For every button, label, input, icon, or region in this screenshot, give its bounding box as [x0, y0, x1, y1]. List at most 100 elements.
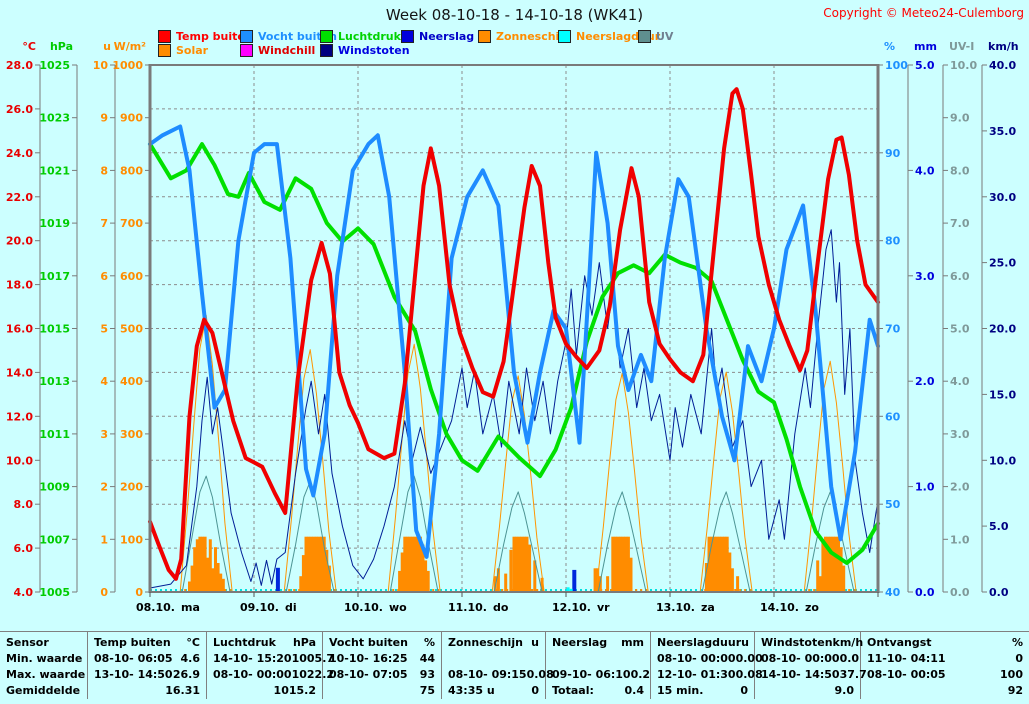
- stats-value: 9.0: [834, 684, 855, 697]
- svg-text:35.0: 35.0: [989, 125, 1016, 138]
- sensor-unit: %: [1011, 636, 1023, 649]
- stats-value-row: 75: [323, 683, 441, 699]
- stats-value: 37.7: [839, 668, 867, 681]
- stats-value: 92: [1007, 684, 1023, 697]
- bars-zonneschijn: [188, 536, 846, 592]
- svg-text:8: 8: [100, 164, 108, 177]
- svg-text:100: 100: [885, 59, 908, 72]
- stats-timestamp: 13-10- 14:50: [94, 668, 173, 681]
- stats-value-row: 14-10- 14:50 37.7: [755, 667, 867, 683]
- x-axis-day-label: 12.10. vr: [552, 601, 610, 614]
- axis-unit-label: mm: [914, 40, 937, 53]
- legend-label: UV: [656, 30, 674, 43]
- stats-row-label: Max. waarde: [6, 668, 86, 681]
- svg-text:20.0: 20.0: [6, 235, 33, 248]
- svg-text:8.0: 8.0: [14, 498, 34, 511]
- series-uv: [181, 475, 855, 593]
- stats-value-row: 08-10- 07:05 93: [323, 667, 441, 683]
- stats-value-row: Totaal: 0.4: [546, 683, 650, 699]
- stats-value-row: 08-10- 00:00 0.00: [651, 651, 763, 667]
- stats-value: 0.0: [839, 652, 860, 665]
- svg-text:8.0: 8.0: [950, 164, 970, 177]
- stats-row-label: Sensor: [6, 636, 49, 649]
- series-solar: [179, 314, 857, 593]
- stats-timestamp: Totaal:: [552, 684, 594, 697]
- legend-swatch-icon: [240, 44, 253, 57]
- stats-column-neerslag: Neerslag mm 09-10- 06:10 0.2 Totaal: 0.4: [546, 632, 651, 699]
- svg-text:1005: 1005: [39, 586, 70, 599]
- legend-item-zonneschijn: Zonneschijn: [478, 30, 571, 43]
- copyright-label: Copyright © Meteo24-Culemborg: [823, 6, 1024, 20]
- legend-swatch-icon: [320, 30, 333, 43]
- stats-value: 16.31: [165, 684, 200, 697]
- stats-value-row: 16.31: [88, 683, 206, 699]
- stats-value-row: [546, 651, 650, 667]
- svg-text:4.0: 4.0: [950, 375, 970, 388]
- stats-value-row: 08-10- 00:00 1022.2: [207, 667, 334, 683]
- stats-timestamp: 11-10- 04:11: [867, 652, 946, 665]
- stats-value: 0.4: [624, 684, 645, 697]
- axis-unit-label: km/h: [988, 40, 1019, 53]
- svg-text:2.0: 2.0: [950, 481, 970, 494]
- stats-timestamp: 08-10- 00:00: [761, 652, 840, 665]
- stats-value: 1005.7: [291, 652, 335, 665]
- svg-text:3.0: 3.0: [950, 428, 970, 441]
- legend-label: Neerslag: [419, 30, 475, 43]
- axis-unit-label: u: [103, 40, 111, 53]
- svg-text:10.0: 10.0: [950, 59, 977, 72]
- stats-timestamp: 08-10- 00:05: [867, 668, 946, 681]
- legend-label: Temp buiten: [176, 30, 253, 43]
- svg-text:10: 10: [93, 59, 109, 72]
- svg-text:14.0: 14.0: [6, 366, 33, 379]
- legend-swatch-icon: [158, 44, 171, 57]
- sensor-name: Neerslag: [552, 636, 608, 649]
- svg-text:1015: 1015: [39, 323, 70, 336]
- svg-text:5.0: 5.0: [950, 323, 970, 336]
- stats-column-vocht-buiten: Vocht buiten% 10-10- 16:25 44 08-10- 07:05 9…: [323, 632, 442, 699]
- svg-text:0: 0: [100, 586, 108, 599]
- page-title: Week 08-10-18 - 14-10-18 (WK41): [385, 6, 644, 24]
- sensor-unit: u: [741, 636, 749, 649]
- svg-text:1.0: 1.0: [915, 481, 935, 494]
- svg-text:20.0: 20.0: [989, 323, 1016, 336]
- stats-timestamp: 08-10- 06:05: [94, 652, 173, 665]
- svg-text:1011: 1011: [39, 428, 70, 441]
- stats-timestamp: 08-10- 00:00: [213, 668, 292, 681]
- sensor-unit: km/h: [832, 636, 864, 649]
- svg-text:50: 50: [885, 498, 901, 511]
- svg-text:500: 500: [120, 323, 143, 336]
- legend-item-solar: Solar: [158, 44, 208, 57]
- svg-text:300: 300: [120, 428, 143, 441]
- x-axis: 08.10. ma 09.10. di 10.10. wo 11.10. do 12.10. vr…: [136, 592, 879, 614]
- stats-timestamp: 14-10- 15:20: [213, 652, 292, 665]
- stats-value-row: 13-10- 14:50 26.9: [88, 667, 206, 683]
- x-axis-day-label: 09.10. di: [240, 601, 297, 614]
- legend-swatch-icon: [320, 44, 333, 57]
- stats-row-label: Min. waarde: [6, 652, 83, 665]
- stats-value: 100: [1000, 668, 1023, 681]
- legend-swatch-icon: [401, 30, 414, 43]
- stats-timestamp: 08-10- 09:15: [448, 668, 527, 681]
- sensor-name: Neerslagduur: [657, 636, 742, 649]
- svg-text:800: 800: [120, 164, 143, 177]
- svg-text:2.0: 2.0: [915, 375, 935, 388]
- svg-text:1007: 1007: [39, 533, 70, 546]
- stats-value: 0: [1015, 652, 1023, 665]
- svg-text:7: 7: [100, 217, 108, 230]
- svg-text:600: 600: [120, 270, 143, 283]
- x-axis-day-label: 14.10. zo: [760, 601, 819, 614]
- series-windstoten: [149, 229, 879, 589]
- sensor-name: Ontvangst: [867, 636, 932, 649]
- stats-value: 93: [419, 668, 435, 681]
- legend-swatch-icon: [558, 30, 571, 43]
- stats-timestamp: 08-10- 07:05: [329, 668, 408, 681]
- svg-text:40.0: 40.0: [989, 59, 1016, 72]
- svg-text:0.0: 0.0: [915, 586, 935, 599]
- stats-value-row: [442, 651, 545, 667]
- stats-column-header: Neerslagduur u: [651, 635, 754, 651]
- legend-swatch-icon: [478, 30, 491, 43]
- svg-text:1: 1: [100, 533, 108, 546]
- stats-value-row: 12-10- 01:30 0.08: [651, 667, 763, 683]
- bars-neerslag: [275, 567, 577, 592]
